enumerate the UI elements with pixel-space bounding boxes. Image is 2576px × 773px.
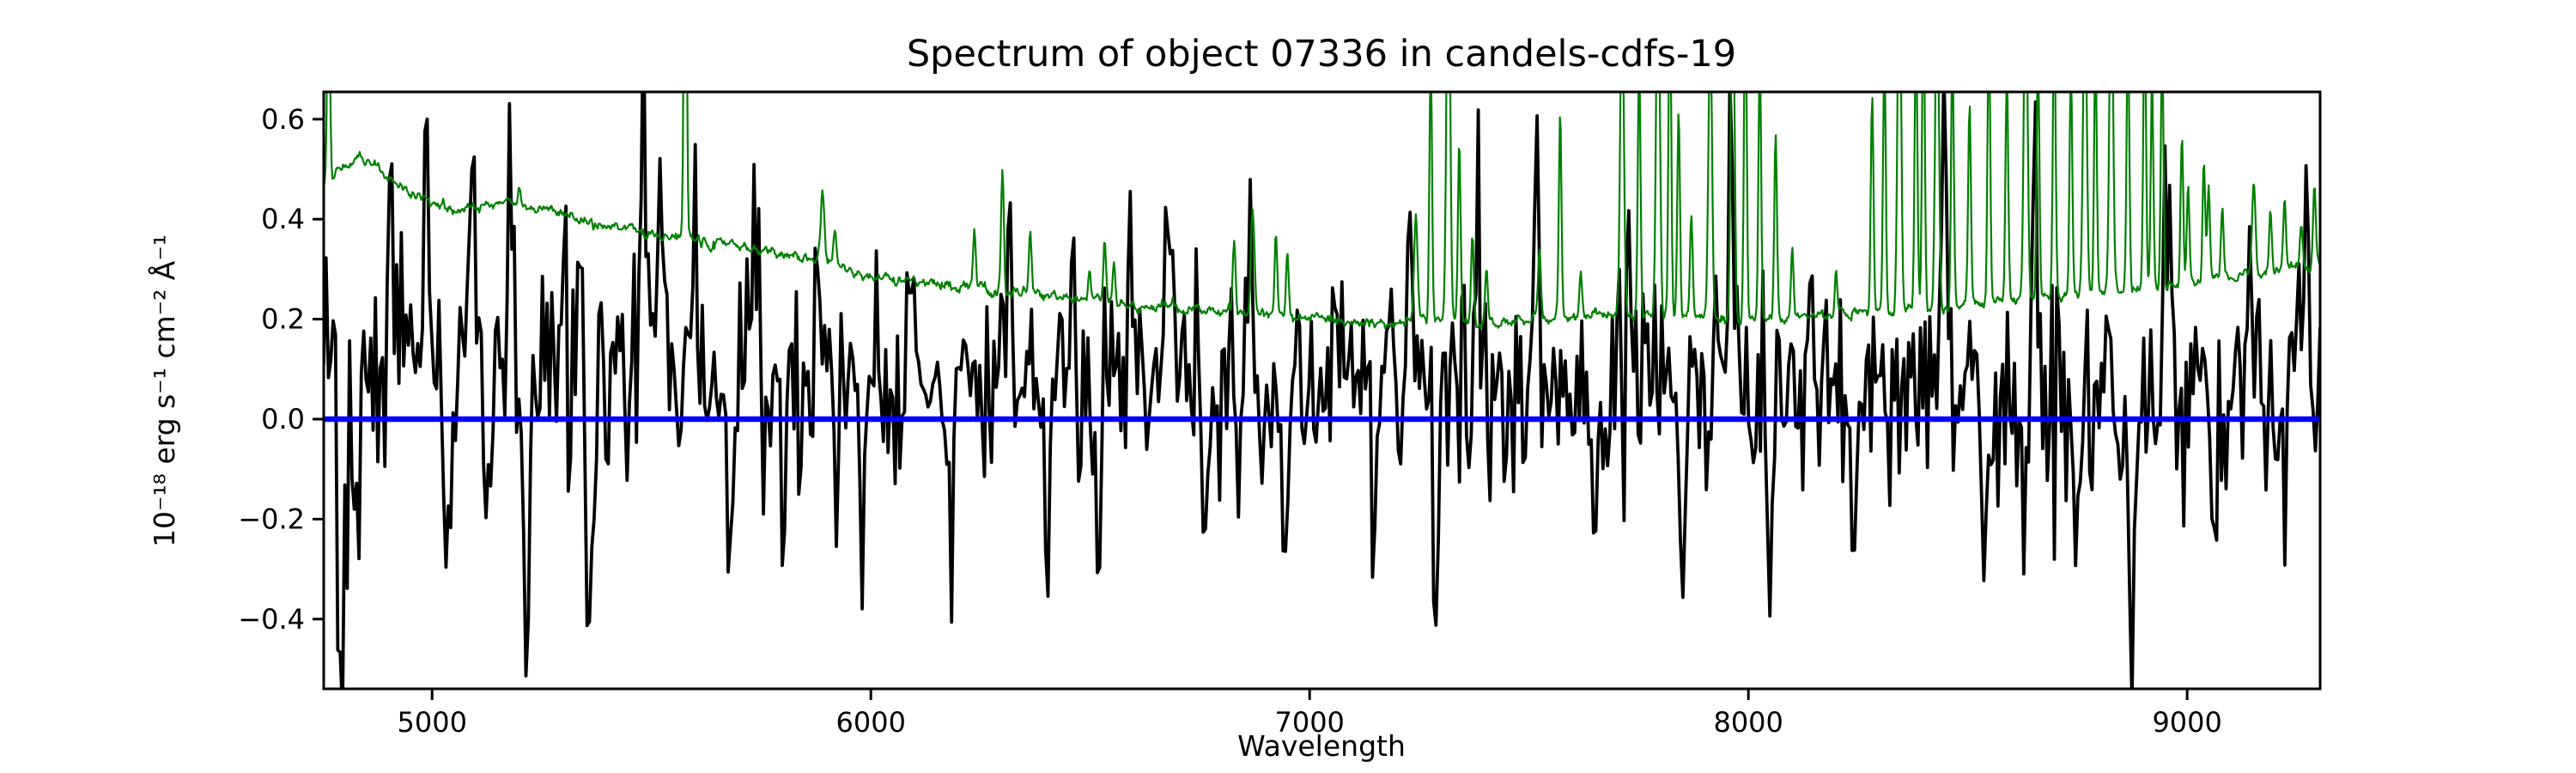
x-tick-label-8000: 8000 xyxy=(1713,706,1783,739)
sky-spectrum-line xyxy=(324,92,2320,330)
y-tick-label-0: 0.0 xyxy=(261,403,305,435)
y-tick-label--0.4: −0.4 xyxy=(238,603,305,636)
x-axis-label: Wavelength xyxy=(1237,729,1406,763)
x-tick-label-6000: 6000 xyxy=(835,706,905,739)
plot-title: Spectrum of object 07336 in candels-cdfs… xyxy=(907,33,1736,76)
x-tick-label-5000: 5000 xyxy=(397,706,466,739)
y-axis-label: 10⁻¹⁸ erg s⁻¹ cm⁻² Å⁻¹ xyxy=(147,234,181,547)
data-layer xyxy=(324,92,2320,689)
y-tick-label-0.6: 0.6 xyxy=(261,103,305,136)
y-tick-label--0.2: −0.2 xyxy=(238,502,305,535)
x-tick-label-9000: 9000 xyxy=(2152,706,2221,739)
y-tick-label-0.4: 0.4 xyxy=(261,203,305,235)
tick-layer: 5000 6000 7000 8000 9000 −0.4 −0.2 0.0 0.2 0.4 0.6 xyxy=(238,103,2222,739)
plot-frame xyxy=(322,90,2322,691)
x-tick-label-7000: 7000 xyxy=(1274,706,1344,739)
y-tick-label-0.2: 0.2 xyxy=(261,303,305,336)
flux-spectrum-line xyxy=(324,92,2320,689)
